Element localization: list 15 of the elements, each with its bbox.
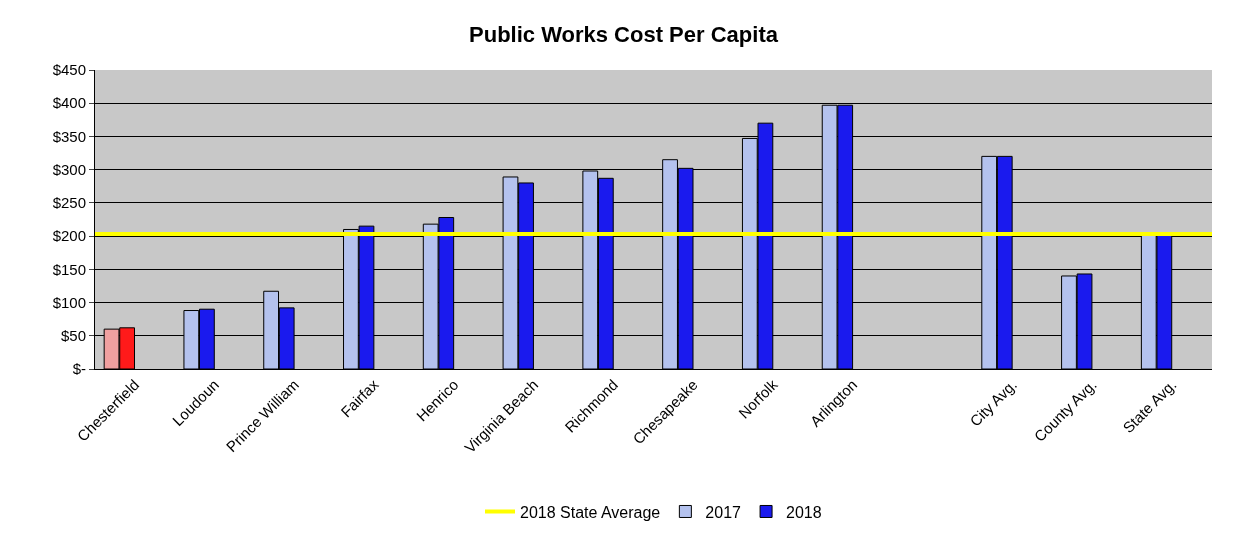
y-tick-label: $50 bbox=[60, 327, 86, 345]
legend-label: 2017 bbox=[705, 503, 742, 521]
chart-title: Public Works Cost Per Capita bbox=[469, 22, 779, 48]
legend-label: 2018 State Average bbox=[520, 503, 661, 521]
y-tick-label: $400 bbox=[52, 94, 86, 112]
y-tick-label: $350 bbox=[52, 127, 86, 145]
y-tick-label: $250 bbox=[52, 194, 86, 212]
y-tick-label: $150 bbox=[52, 260, 86, 278]
legend-label: 2018 bbox=[786, 503, 822, 521]
y-tick-label: $100 bbox=[52, 293, 86, 311]
y-tick-label: $300 bbox=[52, 160, 86, 178]
y-tick-label: $450 bbox=[52, 61, 86, 79]
y-tick-label: $- bbox=[72, 360, 86, 378]
y-tick-label: $200 bbox=[52, 227, 86, 245]
x-tick-label: City Avg. bbox=[966, 375, 1020, 430]
